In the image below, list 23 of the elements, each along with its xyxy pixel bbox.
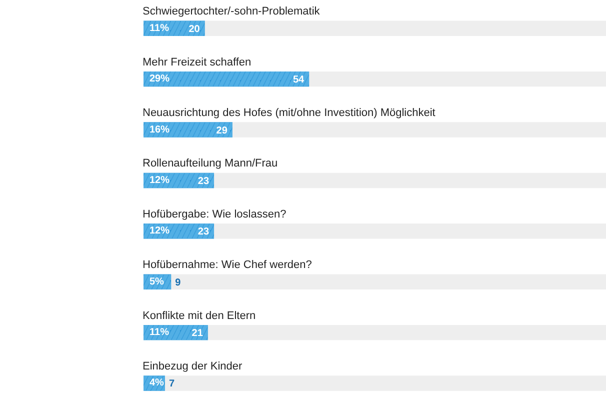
annotation: 16% [150, 124, 170, 136]
y-tick-label: Hofübernahme: Wie Chef werden? [142, 259, 312, 272]
annotation: 4% [150, 378, 164, 389]
y-tick-label: Konflikte mit den Eltern [142, 310, 256, 322]
data-label: 23 [198, 176, 210, 187]
annotation: 11% [150, 22, 170, 34]
data-label: 21 [192, 328, 204, 340]
y-tick-label: Einbezug der Kinder [142, 360, 243, 373]
data-label: 9 [175, 277, 182, 288]
annotation: 29% [150, 74, 170, 85]
annotation: 11% [150, 327, 170, 338]
y-tick-label: Neuausrichtung des Hofes (mit/ohne Investition) Möglichkeit [142, 107, 436, 120]
y-tick-label: Mehr Freizeit schaffen [142, 56, 252, 68]
y-tick-label: Rollenaufteilung Mann/Frau [142, 158, 278, 170]
data-label: 29 [216, 125, 228, 136]
data-label: 54 [292, 74, 305, 86]
annotation: 12% [150, 174, 170, 186]
annotation: 12% [150, 226, 170, 237]
data-label: 23 [198, 226, 210, 238]
y-tick-label: Hofübergabe: Wie loslassen? [142, 208, 286, 220]
annotation: 5% [150, 276, 164, 288]
data-label: 20 [188, 24, 200, 35]
data-label: 7 [168, 378, 175, 390]
